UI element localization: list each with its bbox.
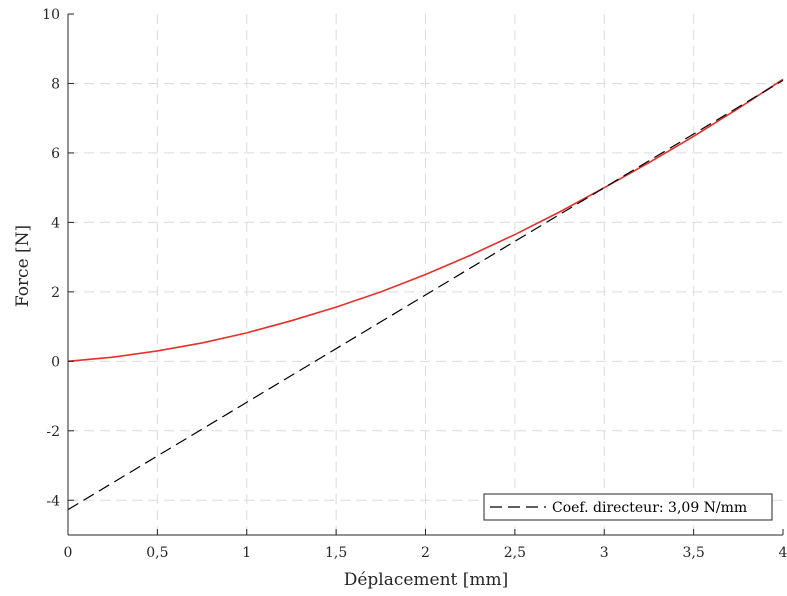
y-tick-label: 4: [51, 215, 60, 231]
x-tick-label: 3: [600, 545, 609, 561]
axes: [67, 13, 784, 536]
fit-line-series: [67, 79, 784, 511]
force-curve-series: [67, 78, 784, 363]
x-tick-label: 2: [421, 545, 430, 561]
x-axis-label: Déplacement [mm]: [344, 570, 509, 590]
x-tick-label: 3,5: [682, 545, 704, 561]
y-tick-label: 10: [42, 7, 60, 23]
series-layer: [67, 78, 784, 511]
legend: Coef. directeur: 3,09 N/mm: [483, 493, 773, 521]
x-tick-label: 0: [64, 545, 73, 561]
y-tick-label: 8: [51, 76, 60, 92]
y-axis-label: Force [N]: [13, 225, 33, 307]
legend-box: [483, 493, 773, 521]
y-tick-label: 0: [51, 354, 60, 370]
x-tick-label: 0,5: [146, 545, 168, 561]
x-tick-label: 2,5: [504, 545, 526, 561]
legend-entry: Coef. directeur: 3,09 N/mm: [552, 500, 747, 516]
y-tick-label: 6: [51, 146, 60, 162]
y-tick-label: -4: [46, 493, 60, 509]
tick-labels: 0 0,5 1 1,5 2 2,5 3 3,5 4 -4 -2 0 2 4 6 8 10: [42, 7, 787, 561]
x-tick-label: 4: [779, 545, 787, 561]
y-tick-label: 2: [51, 285, 60, 301]
x-tick-label: 1: [242, 545, 251, 561]
y-tick-label: -2: [46, 424, 60, 440]
x-tick-label: 1,5: [325, 545, 347, 561]
